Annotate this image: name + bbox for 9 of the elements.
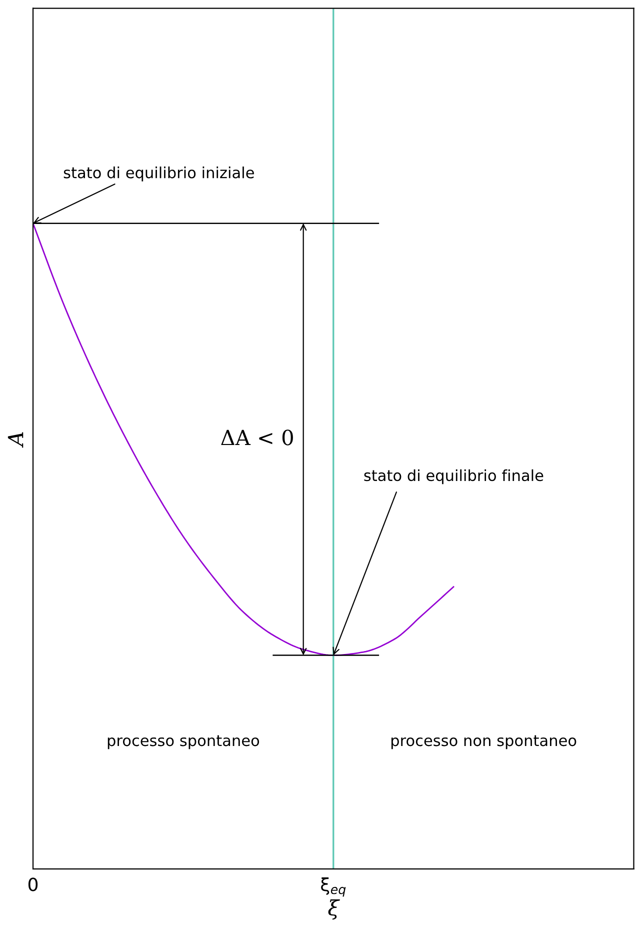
x-tick-label: 0 <box>28 878 38 892</box>
annotation: processo spontaneo <box>108 735 260 750</box>
annotation: stato di equilibrio iniziale <box>64 166 254 182</box>
annotation: ΔA < 0 <box>221 430 293 446</box>
annotation: stato di equilibrio finale <box>364 469 544 484</box>
y-axis-title: A <box>8 432 24 448</box>
x-axis-title: ξ <box>328 899 340 920</box>
x-tick-label: ξ$_{eq}$ <box>321 877 346 897</box>
annotation: processo non spontaneo <box>391 735 576 750</box>
